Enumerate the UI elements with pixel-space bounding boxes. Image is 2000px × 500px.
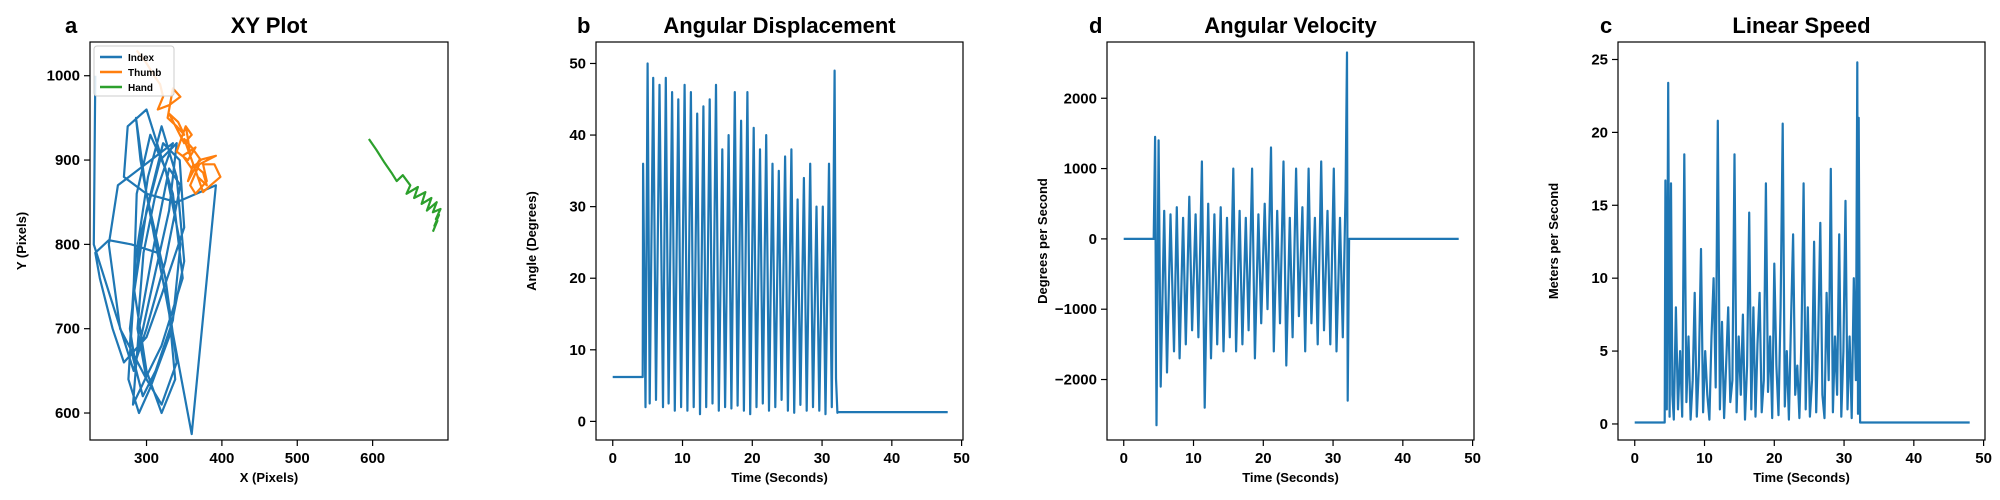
series-line-hand [367, 138, 442, 233]
y-tick-label: 5 [1600, 343, 1608, 360]
x-tick-label: 400 [209, 450, 234, 467]
x-axis-label: Time (Seconds) [1242, 470, 1339, 485]
chart-panel-b: 0 10 20 30 40 50 0 10 20 30 40 50 Angular Displaceme… [524, 13, 970, 485]
chart-panel-a: 300 400 500 600 600 700 800 900 1000 XY Plot a X (P… [14, 13, 449, 485]
chart-panel-c: 0 10 20 30 40 50 0 5 10 15 20 25 Linear Speed c Time (… [1546, 13, 1992, 485]
x-tick-label: 40 [883, 450, 900, 467]
x-tick-label: 40 [1394, 450, 1411, 467]
plot-frame [1617, 41, 1986, 441]
x-tick-label: 300 [134, 450, 159, 467]
y-tick-label: 25 [1591, 51, 1608, 68]
x-tick-label: 500 [285, 450, 310, 467]
y-tick-label: 20 [569, 270, 586, 287]
series-line-thumb [135, 49, 222, 195]
panel-letter: a [65, 13, 78, 38]
x-tick-label: 30 [1836, 450, 1853, 467]
y-tick-label: 50 [569, 55, 586, 72]
y-tick-label: −2000 [1055, 372, 1097, 389]
y-tick-label: 20 [1591, 124, 1608, 141]
y-tick-label: 800 [55, 236, 80, 253]
y-tick-label: 900 [55, 152, 80, 169]
x-tick-label: 50 [953, 450, 970, 467]
legend-entry-index: Index [128, 53, 155, 64]
y-tick-label: 1000 [47, 68, 80, 85]
y-tick-label: 0 [1089, 231, 1097, 248]
plot-frame [1106, 41, 1475, 441]
y-tick-label: 10 [1591, 270, 1608, 287]
legend-box [93, 45, 175, 97]
x-axis-label: Time (Seconds) [1753, 470, 1850, 485]
chart-title: Angular Displacement [663, 13, 896, 38]
x-axis-label: Time (Seconds) [731, 470, 828, 485]
plot-frame [89, 41, 449, 441]
x-axis-label: X (Pixels) [240, 470, 299, 485]
series-line-series-0 [1634, 61, 1970, 424]
y-tick-label: 600 [55, 405, 80, 422]
panel-letter: c [1600, 13, 1612, 38]
series-line-index [92, 75, 217, 436]
y-tick-label: 1000 [1064, 161, 1097, 178]
chart-panel-d: 0 10 20 30 40 50 −2000 −1000 0 1000 2000 Angular Ve… [1035, 13, 1481, 485]
x-tick-label: 50 [1975, 450, 1992, 467]
x-tick-label: 10 [1696, 450, 1713, 467]
legend-entry-hand: Hand [128, 83, 153, 94]
panel-letter: d [1089, 13, 1102, 38]
series-line-series-0 [612, 62, 948, 416]
x-tick-label: 30 [814, 450, 831, 467]
y-tick-label: 700 [55, 321, 80, 338]
x-tick-label: 0 [1120, 450, 1128, 467]
y-tick-label: 30 [569, 199, 586, 216]
plot-frame [595, 41, 964, 441]
x-tick-label: 40 [1905, 450, 1922, 467]
x-tick-label: 20 [744, 450, 761, 467]
x-tick-label: 20 [1255, 450, 1272, 467]
x-tick-label: 0 [1631, 450, 1639, 467]
y-tick-label: 40 [569, 127, 586, 144]
x-tick-label: 10 [1185, 450, 1202, 467]
y-tick-label: 10 [569, 342, 586, 359]
y-tick-label: −1000 [1055, 301, 1097, 318]
chart-title: Linear Speed [1732, 13, 1870, 38]
chart-title: XY Plot [231, 13, 308, 38]
y-axis-label: Meters per Second [1546, 183, 1561, 299]
x-tick-label: 30 [1325, 450, 1342, 467]
x-tick-label: 50 [1464, 450, 1481, 467]
x-tick-label: 20 [1766, 450, 1783, 467]
y-axis-label: Y (Pixels) [14, 212, 29, 270]
legend-entry-thumb: Thumb [128, 68, 161, 79]
x-tick-label: 600 [360, 450, 385, 467]
y-axis-label: Angle (Degrees) [524, 191, 539, 291]
panel-letter: b [577, 13, 590, 38]
y-tick-label: 2000 [1064, 90, 1097, 107]
y-tick-label: 0 [1600, 416, 1608, 433]
y-tick-label: 15 [1591, 197, 1608, 214]
chart-title: Angular Velocity [1204, 13, 1377, 38]
series-line-series-0 [1123, 51, 1459, 427]
x-tick-label: 10 [674, 450, 691, 467]
x-tick-label: 0 [609, 450, 617, 467]
y-tick-label: 0 [578, 413, 586, 430]
y-axis-label: Degrees per Second [1035, 178, 1050, 304]
